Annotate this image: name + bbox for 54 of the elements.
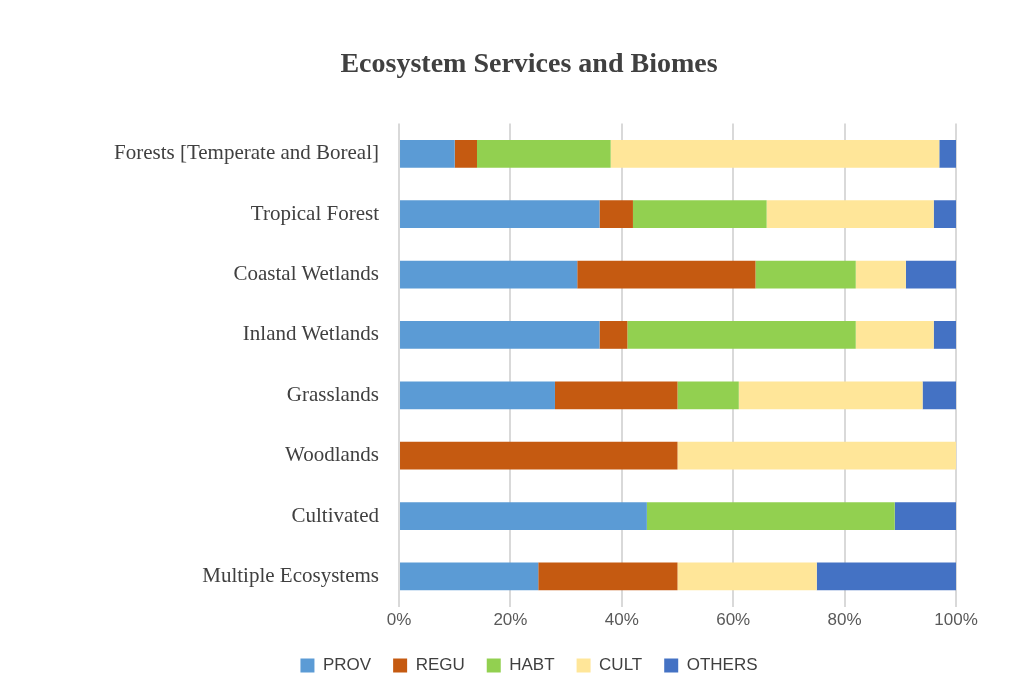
bar: [677, 441, 956, 470]
bar: [677, 562, 817, 591]
bar: [939, 139, 956, 168]
y-tick-label: Coastal Wetlands: [233, 261, 380, 286]
bar: [816, 562, 956, 591]
bar: [933, 321, 956, 349]
bar: [538, 562, 678, 591]
bar: [400, 260, 578, 289]
bar: [933, 200, 956, 229]
x-tick-label: 0%: [386, 610, 412, 630]
y-tick-label: Multiple Ecosystems: [202, 562, 380, 587]
y-tick-label: Forests [Temperate and Boreal]: [114, 140, 380, 165]
legend-label: CULT: [599, 655, 643, 675]
x-tick-label: 20%: [493, 610, 528, 630]
bar: [738, 381, 923, 410]
bar: [855, 260, 906, 289]
y-tick-label: Cultivated: [291, 502, 380, 527]
y-tick-label: Woodlands: [285, 442, 380, 467]
chart-title: Ecosystem Services and Biomes: [340, 47, 718, 79]
bar: [599, 321, 628, 349]
y-tick-label: Grasslands: [286, 381, 380, 406]
x-tick-label: 80%: [827, 610, 862, 630]
bar: [905, 260, 956, 289]
bar: [632, 200, 767, 229]
bar: [922, 381, 956, 410]
legend-label: HABT: [509, 655, 555, 675]
y-tick-label: Tropical Forest: [250, 200, 380, 225]
bar: [400, 139, 455, 168]
bar: [894, 502, 956, 530]
bar: [855, 321, 934, 349]
bar: [755, 260, 856, 289]
bar: [400, 562, 539, 591]
x-tick-label: 40%: [604, 610, 639, 630]
bar: [646, 502, 895, 530]
x-tick-label: 60%: [716, 610, 751, 630]
bar: [577, 260, 756, 289]
legend-label: OTHERS: [686, 655, 758, 675]
x-tick-label: 100%: [934, 610, 978, 630]
bar: [400, 381, 555, 410]
bar: [610, 139, 940, 168]
bar: [400, 441, 678, 470]
bar: [554, 381, 678, 410]
bar: [400, 502, 647, 530]
bar: [627, 321, 856, 349]
y-tick-label: Inland Wetlands: [242, 321, 380, 346]
bar: [400, 321, 600, 349]
bar: [766, 200, 934, 229]
bar: [476, 139, 611, 168]
bar: [400, 200, 600, 229]
bar: [599, 200, 633, 229]
bar: [454, 139, 477, 168]
legend-label: REGU: [415, 655, 465, 675]
bar: [677, 381, 739, 410]
legend-label: PROV: [322, 655, 372, 675]
